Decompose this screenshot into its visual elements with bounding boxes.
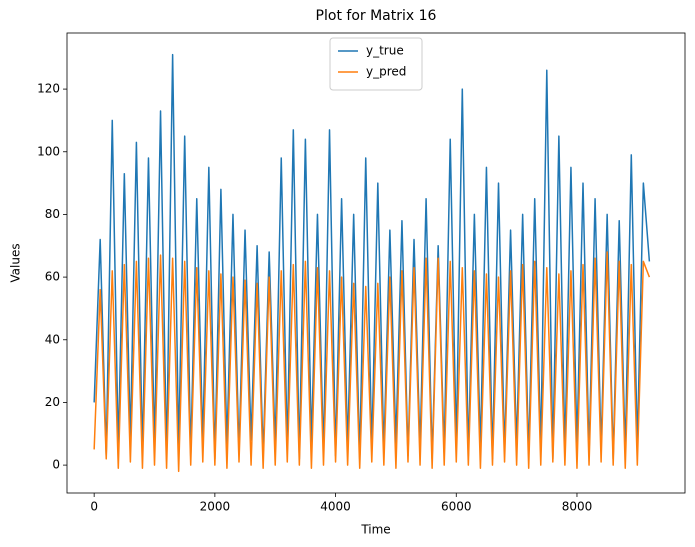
y-tick-label: 100 — [37, 144, 60, 158]
y-axis-label: Values — [9, 243, 23, 282]
x-tick-label: 8000 — [562, 500, 593, 514]
plot-frame — [66, 32, 686, 494]
x-tick-label: 0 — [90, 500, 98, 514]
x-tick-label: 2000 — [200, 500, 231, 514]
y-tick-label: 80 — [45, 207, 60, 221]
legend-label: y_pred — [366, 65, 406, 79]
y-tick-label: 60 — [45, 270, 60, 284]
y-tick-label: 0 — [52, 458, 60, 472]
series-line — [93, 53, 651, 460]
x-tick-label: 6000 — [441, 500, 472, 514]
x-tick-label: 4000 — [320, 500, 351, 514]
chart-title: Plot for Matrix 16 — [316, 8, 437, 24]
y-tick-label: 40 — [45, 332, 60, 346]
y-tick-label: 20 — [45, 395, 60, 409]
legend-label: y_true — [366, 44, 404, 58]
series-line — [93, 251, 651, 473]
y-tick-label: 120 — [37, 82, 60, 96]
legend: y_true y_pred — [329, 37, 423, 91]
x-axis-label: Time — [360, 523, 390, 537]
